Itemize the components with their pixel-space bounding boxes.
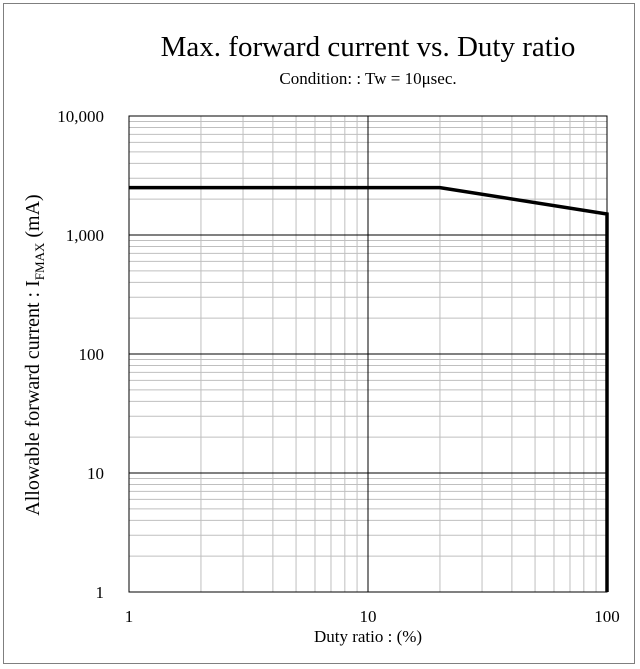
- major-gridlines: [129, 116, 607, 592]
- y-axis-label-subscript: FMAX: [32, 242, 47, 280]
- chart-title: Max. forward current vs. Duty ratio: [161, 31, 576, 63]
- y-axis-label-suffix: (mA): [22, 194, 44, 242]
- x-tick-label: 100: [594, 607, 620, 626]
- y-axis-label-prefix: Allowable forward current : I: [22, 280, 44, 515]
- chart-subtitle: Condition: : Tw = 10μsec.: [279, 69, 456, 88]
- plot-area-border: [128, 115, 608, 593]
- chart-frame: [3, 3, 635, 664]
- y-axis-label: Allowable forward current : IFMAX (mA): [22, 194, 47, 515]
- x-tick-labels: 1 10 100: [125, 607, 620, 626]
- y-tick-label: 10,000: [57, 107, 104, 126]
- y-tick-label: 100: [79, 345, 105, 364]
- x-tick-label: 10: [360, 607, 377, 626]
- x-tick-label: 1: [125, 607, 134, 626]
- y-tick-label: 1: [96, 583, 105, 602]
- y-tick-label: 1,000: [66, 226, 104, 245]
- y-tick-label: 10: [87, 464, 104, 483]
- y-tick-labels: 1 10 100 1,000 10,000: [57, 107, 104, 602]
- x-axis-label: Duty ratio : (%): [314, 627, 422, 646]
